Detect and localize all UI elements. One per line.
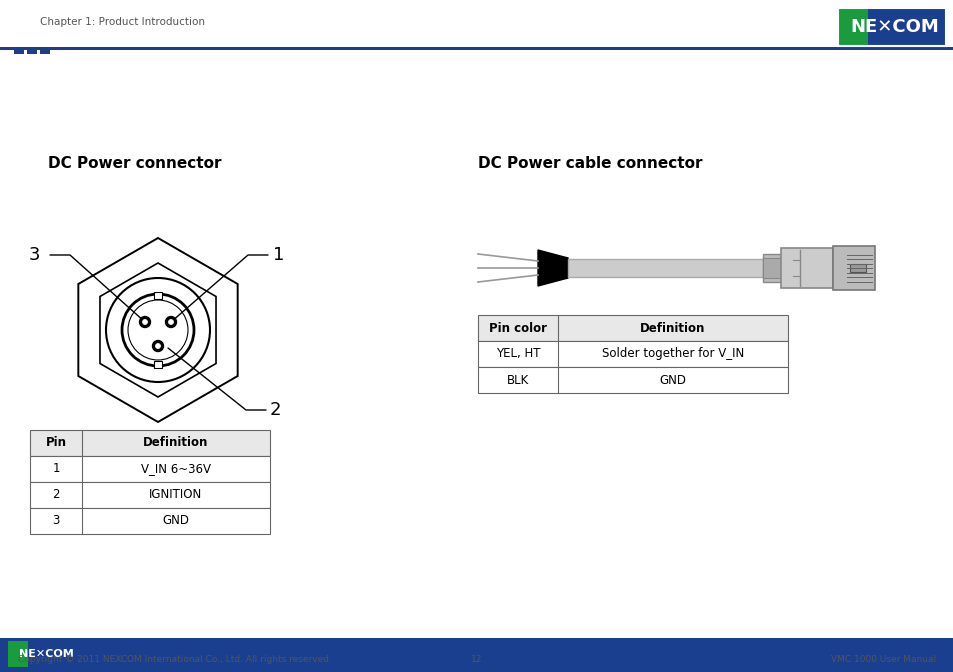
Text: BLK: BLK: [506, 374, 529, 386]
Text: VMC 1000 User Manual: VMC 1000 User Manual: [830, 655, 935, 663]
Text: DC Power connector: DC Power connector: [48, 155, 221, 171]
Text: 2: 2: [270, 401, 281, 419]
Bar: [0, 638, 953, 672]
Text: GND: GND: [162, 515, 190, 528]
Bar: [55, 49, 953, 50]
Circle shape: [155, 343, 160, 349]
Bar: [832, 246, 874, 290]
Text: YEL, HT: YEL, HT: [496, 347, 539, 360]
Text: 3: 3: [52, 515, 60, 528]
Text: 12: 12: [471, 655, 482, 663]
Bar: [849, 264, 865, 272]
Bar: [477, 341, 787, 367]
Circle shape: [165, 317, 176, 327]
Text: Copyright © 2011 NEXCOM International Co., Ltd. All rights reserved: Copyright © 2011 NEXCOM International Co…: [18, 655, 329, 663]
Polygon shape: [537, 250, 567, 286]
Bar: [14, 47, 24, 54]
Bar: [837, 8, 945, 46]
Bar: [153, 292, 162, 299]
Text: 2: 2: [52, 489, 60, 501]
Text: 1: 1: [273, 246, 284, 264]
Text: 1: 1: [52, 462, 60, 476]
Bar: [40, 47, 50, 54]
Circle shape: [142, 319, 148, 325]
Text: NE✕COM: NE✕COM: [850, 18, 939, 36]
Text: GND: GND: [659, 374, 686, 386]
Text: Definition: Definition: [143, 437, 209, 450]
Bar: [30, 482, 270, 508]
Text: Pin: Pin: [46, 437, 67, 450]
Bar: [477, 315, 787, 341]
Bar: [27, 47, 37, 54]
Circle shape: [152, 341, 163, 351]
Text: Solder together for V_IN: Solder together for V_IN: [601, 347, 743, 360]
Bar: [30, 456, 270, 482]
Text: IGNITION: IGNITION: [150, 489, 202, 501]
Text: Chapter 1: Product Introduction: Chapter 1: Product Introduction: [40, 17, 205, 27]
Circle shape: [169, 319, 173, 325]
Bar: [0, 47, 953, 50]
Text: Pin color: Pin color: [489, 321, 546, 335]
Text: DC Power cable connector: DC Power cable connector: [477, 155, 701, 171]
Bar: [30, 430, 270, 456]
Bar: [837, 8, 945, 46]
Text: V_IN 6~36V: V_IN 6~36V: [141, 462, 211, 476]
Bar: [781, 248, 832, 288]
Text: 3: 3: [29, 246, 40, 264]
Text: Definition: Definition: [639, 321, 705, 335]
Bar: [762, 254, 781, 282]
Bar: [477, 367, 787, 393]
Bar: [8, 641, 28, 667]
Bar: [837, 8, 867, 46]
Bar: [8, 641, 80, 667]
Text: NE✕COM: NE✕COM: [19, 649, 73, 659]
Bar: [762, 258, 781, 278]
Circle shape: [139, 317, 151, 327]
Bar: [153, 361, 162, 368]
Bar: [30, 508, 270, 534]
Bar: [567, 259, 762, 277]
